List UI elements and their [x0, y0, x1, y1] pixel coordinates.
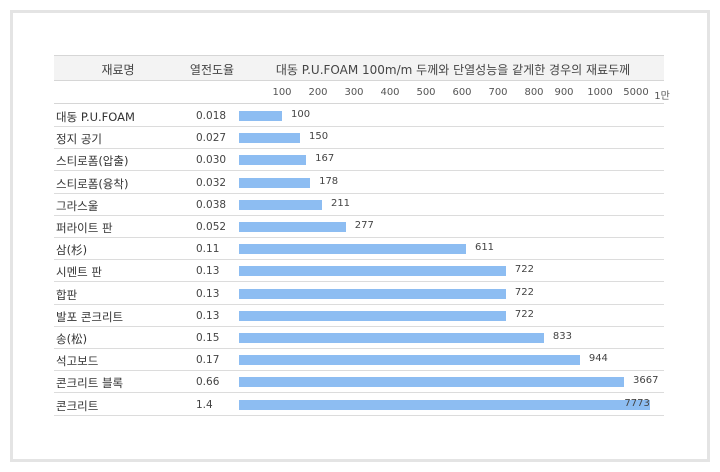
material-name: 그라스울	[56, 198, 99, 213]
thickness-label: 277	[354, 220, 374, 231]
axis-ticks: 100 200 300 400 500 600 700 800 900 1000 5000 1만	[54, 81, 670, 104]
thickness-label: 611	[474, 242, 495, 254]
thickness-bar	[239, 222, 346, 232]
material-name: 스티로폼(압출)	[56, 154, 129, 169]
conductivity-value: 0.038	[196, 198, 227, 211]
tick-label: 700	[488, 87, 508, 98]
thickness-bar	[239, 244, 466, 255]
material-name: 시멘트 판	[56, 265, 102, 280]
thickness-label: 722	[514, 286, 534, 298]
conductivity-value: 0.13	[196, 265, 220, 278]
conductivity-value: 0.027	[196, 132, 227, 145]
table-row: 퍼라이트 판 0.052 277	[54, 216, 664, 238]
thickness-bar	[239, 333, 544, 343]
header-conductivity: 열전도율	[189, 63, 235, 77]
thickness-bar	[239, 399, 651, 410]
conductivity-value: 0.052	[196, 221, 227, 233]
thickness-label: 178	[319, 175, 339, 187]
table-row: 대동 P.U.FOAM 0.018 100	[54, 105, 664, 127]
material-name: 송(松)	[56, 332, 88, 346]
tick-label: 200	[308, 87, 328, 98]
tick-label: 600	[452, 87, 472, 98]
thickness-label: 167	[315, 153, 335, 165]
material-name: 스티로폼(융착)	[56, 176, 129, 191]
table-row: 정지 공기 0.027 150	[54, 127, 664, 150]
conductivity-value: 0.032	[196, 176, 227, 189]
tick-label: 500	[416, 87, 436, 98]
tick-label: 800	[524, 87, 544, 98]
table-row: 발포 콘크리트 0.13 722	[54, 305, 664, 327]
thickness-label: 100	[291, 109, 311, 120]
table-row: 시멘트 판 0.13 722	[54, 260, 664, 283]
conductivity-value: 0.15	[196, 332, 220, 344]
material-name: 석고보드	[56, 354, 99, 369]
conductivity-value: 0.13	[196, 309, 220, 322]
table-row: 스티로폼(융착) 0.032 178	[54, 172, 664, 194]
thickness-bar	[239, 199, 322, 210]
thickness-label: 722	[514, 308, 534, 320]
conductivity-value: 0.13	[196, 287, 220, 300]
conductivity-value: 0.66	[196, 376, 220, 389]
header-thickness: 대동 P.U.FOAM 100m/m 두께와 단열성능을 같게한 경우의 재료두…	[275, 63, 631, 77]
material-name: 합판	[56, 287, 78, 302]
thickness-bar	[239, 355, 580, 366]
insulation-table: 재료명 열전도율 대동 P.U.FOAM 100m/m 두께와 단열성능을 같게…	[54, 55, 670, 427]
tick-label: 300	[344, 87, 364, 98]
thickness-label: 944	[588, 353, 608, 365]
thickness-bar	[239, 155, 307, 166]
tick-label: 400	[380, 87, 400, 98]
material-name: 콘크리트	[56, 398, 99, 413]
thickness-bar	[239, 177, 311, 188]
thickness-bar	[239, 111, 282, 121]
header-material: 재료명	[101, 63, 135, 77]
table-row: 삼(杉) 0.11 611	[54, 238, 664, 261]
thickness-label: 833	[552, 331, 572, 342]
table-row: 석고보드 0.17 944	[54, 349, 664, 372]
material-name: 발포 콘크리트	[56, 309, 124, 324]
tick-label: 1만	[654, 91, 670, 102]
table-row: 그라스울 0.038 211	[54, 194, 664, 216]
material-name: 대동 P.U.FOAM	[56, 110, 135, 124]
conductivity-value: 0.17	[196, 354, 220, 367]
table-row: 송(松) 0.15 833	[54, 327, 664, 349]
thickness-bar	[239, 377, 624, 388]
tick-label: 1000	[587, 87, 613, 98]
thickness-label: 722	[514, 264, 534, 276]
material-name: 퍼라이트 판	[56, 221, 113, 235]
thickness-label: 7773	[624, 397, 650, 409]
conductivity-value: 0.018	[196, 110, 227, 122]
thickness-bar	[239, 288, 506, 299]
table-row: 합판 0.13 722	[54, 283, 664, 305]
thickness-label: 211	[330, 197, 351, 209]
tick-label: 900	[554, 87, 574, 98]
material-name: 삼(杉)	[56, 243, 88, 258]
tick-label: 100	[272, 87, 292, 98]
thickness-label: 150	[309, 131, 329, 143]
table-row: 스티로폼(압출) 0.030 167	[54, 149, 664, 172]
thickness-bar	[239, 133, 300, 144]
table-header: 재료명 열전도율 대동 P.U.FOAM 100m/m 두께와 단열성능을 같게…	[54, 55, 664, 81]
thickness-label: 3667	[633, 375, 659, 387]
material-name: 정지 공기	[56, 132, 102, 147]
conductivity-value: 1.4	[196, 398, 213, 411]
chart-frame: 재료명 열전도율 대동 P.U.FOAM 100m/m 두께와 단열성능을 같게…	[10, 10, 710, 462]
thickness-bar	[239, 266, 506, 277]
material-name: 콘크리트 블록	[56, 376, 124, 391]
thickness-bar	[239, 310, 506, 321]
conductivity-value: 0.030	[196, 154, 227, 167]
table-row: 콘크리트 1.4 7773	[54, 394, 664, 416]
conductivity-value: 0.11	[196, 243, 220, 256]
tick-label: 5000	[623, 87, 649, 98]
table-row: 콘크리트 블록 0.66 3667	[54, 371, 664, 394]
